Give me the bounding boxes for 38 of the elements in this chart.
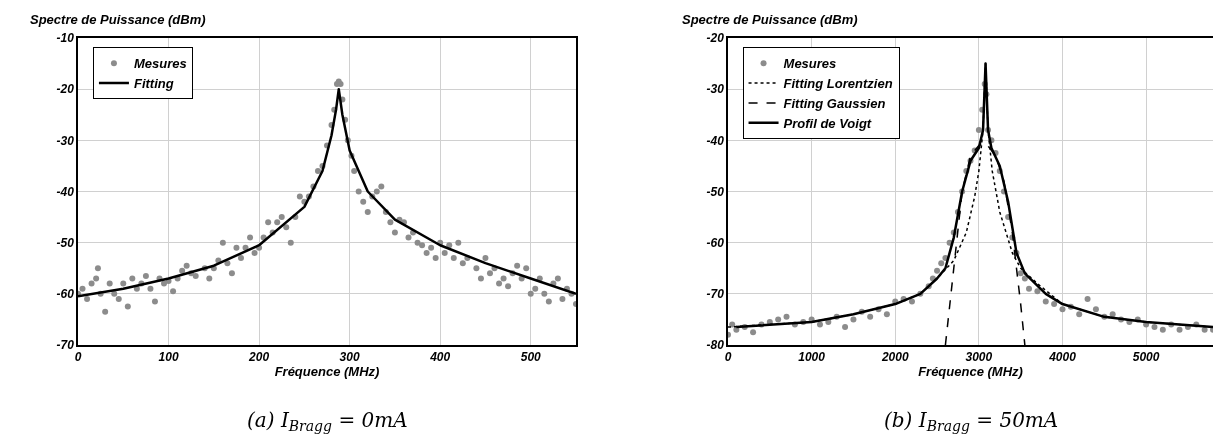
legend-label: Fitting bbox=[133, 76, 174, 92]
text: (a) I$_{Bragg}$ = 0mA bbox=[247, 408, 408, 435]
text: (b) I$_{Bragg}$ = 50mA bbox=[884, 408, 1059, 435]
legend-label: Mesures bbox=[133, 56, 187, 72]
y-tick-label: -80 bbox=[706, 338, 725, 353]
y-tick-label: -40 bbox=[56, 184, 75, 199]
y-tick-label: -20 bbox=[706, 31, 725, 46]
x-tick-label: 100 bbox=[158, 350, 179, 365]
x-tick-label: 4000 bbox=[1048, 350, 1077, 365]
y-tick-label: -60 bbox=[56, 287, 75, 302]
legend-label: Mesures bbox=[783, 56, 837, 72]
x-axis-title: Fréquence (MHz) bbox=[274, 364, 380, 380]
x-tick-label: 1000 bbox=[798, 350, 826, 365]
x-tick-label: 300 bbox=[339, 350, 360, 365]
x-tick-label: 3000 bbox=[965, 350, 993, 365]
x-tick-label: 0 bbox=[724, 350, 732, 365]
legend-label: Fitting Gaussien bbox=[783, 96, 886, 112]
y-tick-label: -30 bbox=[706, 82, 725, 97]
x-tick-label: 200 bbox=[248, 350, 270, 365]
y-tick-label: -20 bbox=[56, 82, 75, 97]
y-axis-title: Spectre de Puissance (dBm) bbox=[682, 12, 858, 27]
y-tick-label: -40 bbox=[706, 133, 725, 148]
y-tick-label: -50 bbox=[706, 184, 725, 199]
y-tick-label: -50 bbox=[56, 235, 75, 250]
x-axis-title: Fréquence (MHz) bbox=[918, 364, 1023, 380]
y-tick-label: -70 bbox=[56, 338, 75, 353]
y-tick-label: -60 bbox=[706, 235, 725, 250]
y-tick-label: -70 bbox=[706, 287, 725, 302]
x-tick-label: 5000 bbox=[1132, 350, 1160, 365]
x-tick-label: 0 bbox=[74, 350, 82, 365]
legend-label: Fitting Lorentzien bbox=[783, 76, 893, 92]
x-tick-label: 2000 bbox=[880, 350, 909, 365]
y-axis-title: Spectre de Puissance (dBm) bbox=[30, 12, 206, 27]
x-tick-label: 500 bbox=[520, 350, 542, 365]
x-tick-label: 400 bbox=[429, 350, 451, 365]
y-tick-label: -10 bbox=[56, 31, 75, 46]
y-tick-label: -30 bbox=[56, 133, 75, 148]
legend-label: Profil de Voigt bbox=[783, 115, 872, 131]
